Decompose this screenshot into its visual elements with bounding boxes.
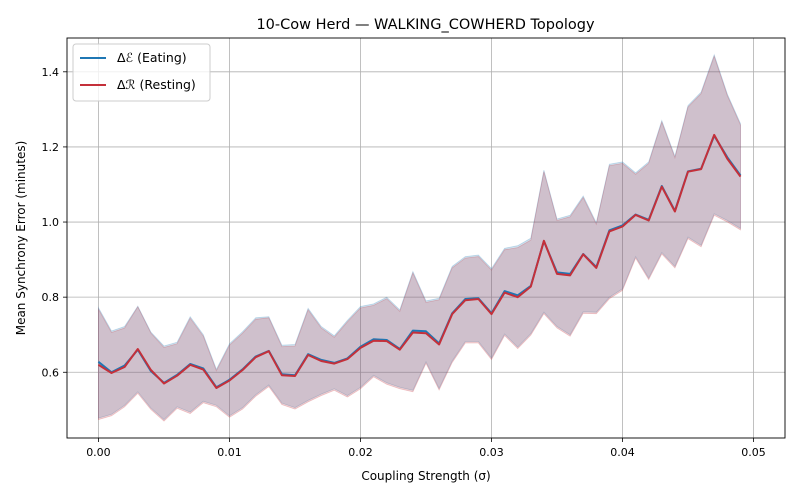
x-tick-label: 0.03	[479, 446, 504, 459]
y-tick-label: 0.6	[42, 366, 60, 379]
x-tick-label: 0.00	[86, 446, 111, 459]
x-axis-label: Coupling Strength (σ)	[361, 469, 490, 483]
x-tick-label: 0.02	[348, 446, 373, 459]
legend-label-eating: Δℰ (Eating)	[117, 50, 187, 65]
x-axis: 0.00 0.01 0.02 0.03 0.04 0.05	[86, 438, 766, 459]
legend: Δℰ (Eating) Δℛ (Resting)	[72, 43, 211, 102]
confidence-bands	[98, 53, 741, 422]
band-resting	[98, 55, 741, 422]
plot-frame	[66, 37, 786, 439]
x-tick-label: 0.04	[610, 446, 635, 459]
legend-label-resting: Δℛ (Resting)	[117, 77, 196, 92]
y-tick-label: 1.0	[42, 216, 60, 229]
y-axis-label: Mean Synchrony Error (minutes)	[14, 141, 28, 336]
band-eating	[98, 53, 741, 421]
series-lines	[97, 133, 742, 389]
y-tick-label: 1.4	[42, 66, 60, 79]
x-tick-label: 0.01	[217, 446, 242, 459]
grid	[67, 38, 785, 438]
y-axis: 0.6 0.8 1.0 1.2 1.4	[42, 66, 67, 379]
chart-title: 10-Cow Herd — WALKING_COWHERD Topology	[256, 17, 594, 33]
x-tick-label: 0.05	[741, 446, 766, 459]
y-tick-label: 1.2	[42, 141, 60, 154]
legend-box	[72, 43, 211, 102]
line-resting	[97, 133, 742, 389]
y-tick-label: 0.8	[42, 291, 60, 304]
